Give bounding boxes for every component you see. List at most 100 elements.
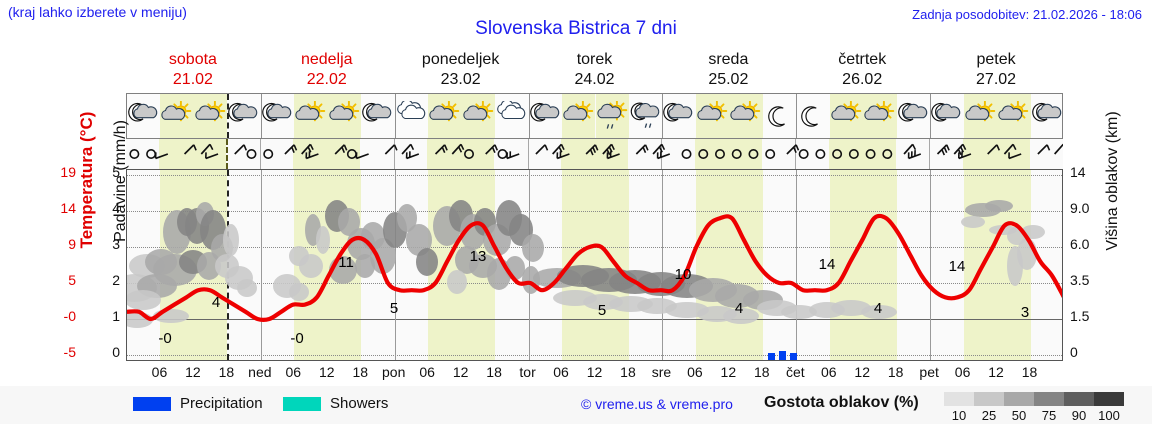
temperature-curve-layer	[127, 213, 1062, 322]
wind-day-band	[694, 139, 762, 169]
temperature-label: 11	[338, 254, 354, 271]
x-tick-18: 18	[486, 364, 502, 380]
daylight-band	[829, 170, 897, 360]
horizontal-gridline	[127, 175, 1062, 176]
weather-icon-moon-cloud-drizzle	[628, 94, 663, 138]
x-tick-06: 06	[820, 364, 837, 380]
weather-icon-sun-cloud	[695, 94, 730, 138]
meteogram-plot: -04-011513510414414313	[126, 169, 1063, 361]
day-separator	[661, 139, 663, 169]
weather-icon-strip	[126, 93, 1063, 139]
cloud-density-level: 90	[1071, 408, 1087, 423]
temperature-curve	[127, 213, 1062, 322]
temperature-label: 4	[873, 300, 883, 317]
cloud-density-swatch	[974, 392, 1004, 406]
day-separator	[394, 94, 396, 138]
weather-icon-sun-cloud	[294, 94, 328, 138]
x-tick-12: 12	[452, 364, 469, 380]
day-name: torek	[576, 51, 613, 68]
day-header-sobota: sobota 21.02	[126, 50, 260, 92]
temperature-tick: 14	[60, 200, 76, 216]
day-separator	[930, 94, 932, 138]
daylight-band	[695, 170, 763, 360]
x-tick-06: 06	[151, 364, 168, 380]
day-date: 23.02	[440, 71, 481, 88]
weather-icon-sun-cloud	[461, 94, 496, 138]
precipitation-bars-layer	[768, 351, 797, 360]
weather-icon-sun-cloud	[193, 94, 228, 138]
weather-icon-sun-cloud	[160, 94, 194, 138]
weather-icon-moon-cloud	[361, 94, 395, 138]
precipitation-tick: 5	[112, 164, 120, 180]
wind-barbs	[129, 143, 1063, 160]
day-name: četrtek	[838, 51, 887, 68]
precipitation-bar	[790, 353, 797, 360]
x-tick-06: 06	[553, 364, 569, 380]
cloud-height-tick: 3.5	[1070, 272, 1090, 288]
day-date: 26.02	[842, 71, 883, 88]
cloud-density-swatch	[1004, 392, 1034, 406]
showers-legend-swatch	[283, 397, 321, 411]
x-tick-18: 18	[887, 364, 904, 380]
horizontal-gridline	[127, 355, 1062, 356]
wind-barb-strip	[126, 139, 1063, 169]
temperature-tick: 5	[68, 272, 76, 288]
credit-text[interactable]: © vreme.us & vreme.pro	[581, 396, 733, 412]
x-tick-18: 18	[218, 364, 235, 380]
weather-icon-moon-cloud	[227, 94, 261, 138]
x-tick-06: 06	[687, 364, 703, 380]
wind-day-band	[159, 139, 227, 169]
precipitation-tick: 3	[112, 236, 120, 252]
weather-icon-sun-cloud	[729, 94, 763, 138]
x-tick-18: 18	[754, 364, 770, 380]
weather-icon-moon-cloud	[1030, 94, 1062, 138]
temperature-label: 4	[211, 294, 221, 311]
weather-icon-sun-cloud	[428, 94, 462, 138]
day-name: sobota	[168, 51, 217, 68]
weather-icon-sun-cloud	[829, 94, 864, 138]
temperature-label: -0	[290, 330, 304, 347]
weather-icon-cloud	[495, 94, 529, 138]
cloud-density-swatch	[1034, 392, 1064, 406]
day-date: 22.02	[306, 71, 347, 88]
precipitation-bar	[768, 353, 775, 360]
cloud-density-swatch	[944, 392, 974, 406]
cloud-density-swatch	[1094, 392, 1124, 406]
x-tick-18: 18	[620, 364, 636, 380]
precipitation-tick: 0	[112, 344, 120, 360]
temperature-tick: -0	[63, 308, 76, 324]
precipitation-bar	[779, 351, 786, 360]
temperature-tick: 9	[68, 236, 76, 252]
x-tick-pet: pet	[919, 364, 939, 380]
page-title: Slovenska Bistrica 7 dni	[475, 18, 677, 39]
day-gridline	[662, 170, 664, 360]
weather-icon-moon-cloud	[260, 94, 295, 138]
day-date: 27.02	[976, 71, 1017, 88]
weather-icon-sun-cloud	[863, 94, 897, 138]
temperature-tick: 19	[60, 164, 76, 180]
day-header-četrtek: četrtek 26.02	[795, 50, 929, 92]
cloud-density-level: 75	[1041, 408, 1057, 423]
weather-icon-moon-cloud	[528, 94, 563, 138]
day-gridline	[796, 170, 798, 360]
precipitation-tick: 2	[112, 272, 120, 288]
cloud-density-level: 10	[951, 408, 967, 423]
cloud-density-layer	[127, 200, 1045, 328]
temperature-label: 10	[674, 266, 692, 283]
day-separator	[527, 139, 529, 169]
horizontal-gridline	[127, 319, 1062, 320]
horizontal-gridline	[127, 211, 1062, 212]
day-name: sreda	[708, 51, 749, 68]
menu-hint: (kraj lahko izberete v meniju)	[8, 4, 187, 20]
x-tick-18: 18	[352, 364, 369, 380]
temperature-label: 13	[469, 248, 487, 265]
temperature-label: -0	[158, 330, 172, 347]
day-date: 25.02	[708, 71, 749, 88]
x-tick-12: 12	[720, 364, 737, 380]
weather-icon-cloud	[394, 94, 429, 138]
wind-day-band	[962, 139, 1030, 169]
temperature-label: 14	[948, 258, 966, 275]
day-name: nedelja	[300, 51, 353, 68]
x-tick-06: 06	[419, 364, 435, 380]
